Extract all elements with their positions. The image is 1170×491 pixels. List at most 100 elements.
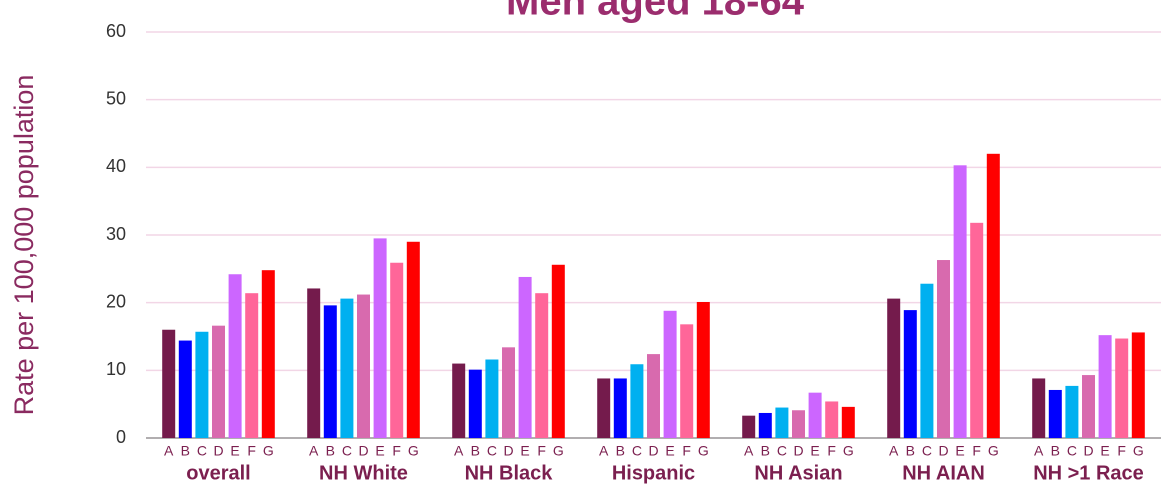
series-letter: D (358, 443, 368, 459)
bar (953, 165, 967, 438)
bar (758, 412, 772, 438)
x-tick-label: NH Asian (754, 462, 842, 484)
series-letter: D (213, 443, 223, 459)
y-tick-label: 40 (106, 156, 126, 176)
bar (903, 310, 917, 438)
bar (1131, 332, 1145, 438)
series-letter: F (972, 443, 981, 459)
bar (535, 293, 549, 438)
bar (518, 276, 532, 438)
bar (1115, 338, 1129, 438)
series-letter: C (632, 443, 642, 459)
bar (162, 329, 176, 438)
bar (502, 347, 515, 438)
y-tick-label: 60 (106, 21, 126, 41)
series-letter: C (197, 443, 207, 459)
series-letter: G (843, 443, 854, 459)
series-letter: E (810, 443, 819, 459)
series-letter: A (1034, 443, 1044, 459)
series-letter: E (230, 443, 239, 459)
bar (551, 264, 565, 438)
series-letter: E (1100, 443, 1109, 459)
y-tick-label: 20 (106, 291, 126, 311)
bar (887, 298, 901, 438)
bar (613, 378, 627, 438)
series-letter: G (263, 443, 274, 459)
bar (920, 283, 934, 438)
series-letter: F (827, 443, 836, 459)
bar (390, 262, 404, 438)
bar (178, 340, 192, 438)
bar (696, 301, 710, 438)
series-letter: B (906, 443, 915, 459)
series-letter: B (1051, 443, 1060, 459)
y-axis-label: Rate per 100,000 population (9, 75, 39, 416)
bar (323, 305, 337, 438)
series-letter: G (408, 443, 419, 459)
bar (663, 310, 677, 438)
series-letter: F (537, 443, 546, 459)
x-tick-label: NH >1 Race (1033, 462, 1144, 484)
series-letter: A (744, 443, 754, 459)
bar (1065, 385, 1079, 438)
series-letter: G (1133, 443, 1144, 459)
bar (792, 410, 805, 438)
series-letter: D (1083, 443, 1093, 459)
y-tick-label: 30 (106, 224, 126, 244)
bar (1032, 378, 1046, 438)
bar (228, 274, 242, 438)
bar (1082, 375, 1095, 438)
x-tick-label: NH Black (465, 462, 554, 484)
bar (468, 369, 482, 438)
series-letter: F (682, 443, 691, 459)
bar (680, 324, 694, 438)
series-letter: C (777, 443, 787, 459)
series-letter: E (520, 443, 529, 459)
series-letter: F (392, 443, 401, 459)
bar (742, 415, 756, 438)
series-letter: D (648, 443, 658, 459)
bar (1048, 389, 1062, 438)
bar (970, 222, 984, 438)
series-letter: E (665, 443, 674, 459)
series-letter: B (761, 443, 770, 459)
series-letter: B (181, 443, 190, 459)
bar (808, 392, 822, 438)
series-letter: A (889, 443, 899, 459)
bar (307, 288, 321, 438)
series-letter: D (793, 443, 803, 459)
y-tick-label: 50 (106, 88, 126, 108)
series-letter: F (1117, 443, 1126, 459)
bar (373, 238, 387, 438)
y-tick-label: 10 (106, 359, 126, 379)
series-letter: A (454, 443, 464, 459)
bar (485, 359, 499, 438)
bar (841, 406, 855, 438)
chart-title: Men aged 18-64 (506, 0, 805, 24)
x-tick-label: NH AIAN (902, 462, 985, 484)
bar (357, 294, 370, 438)
bar (647, 354, 660, 438)
series-letter: E (955, 443, 964, 459)
series-letter: G (988, 443, 999, 459)
series-letter: B (616, 443, 625, 459)
series-letter: B (326, 443, 335, 459)
bar (261, 270, 275, 438)
bar (937, 260, 950, 438)
bar (1098, 335, 1112, 438)
series-letter: A (599, 443, 609, 459)
bar (195, 331, 209, 438)
series-letter: C (342, 443, 352, 459)
series-letter: G (553, 443, 564, 459)
y-tick-label: 0 (116, 427, 126, 447)
bar (406, 241, 420, 438)
series-letter: D (938, 443, 948, 459)
bar (452, 363, 466, 438)
series-letter: C (1067, 443, 1077, 459)
bar (245, 293, 259, 438)
bar (825, 401, 839, 438)
x-tick-label: overall (186, 462, 250, 484)
series-letter: G (698, 443, 709, 459)
series-letter: E (375, 443, 384, 459)
bar (986, 153, 1000, 439)
